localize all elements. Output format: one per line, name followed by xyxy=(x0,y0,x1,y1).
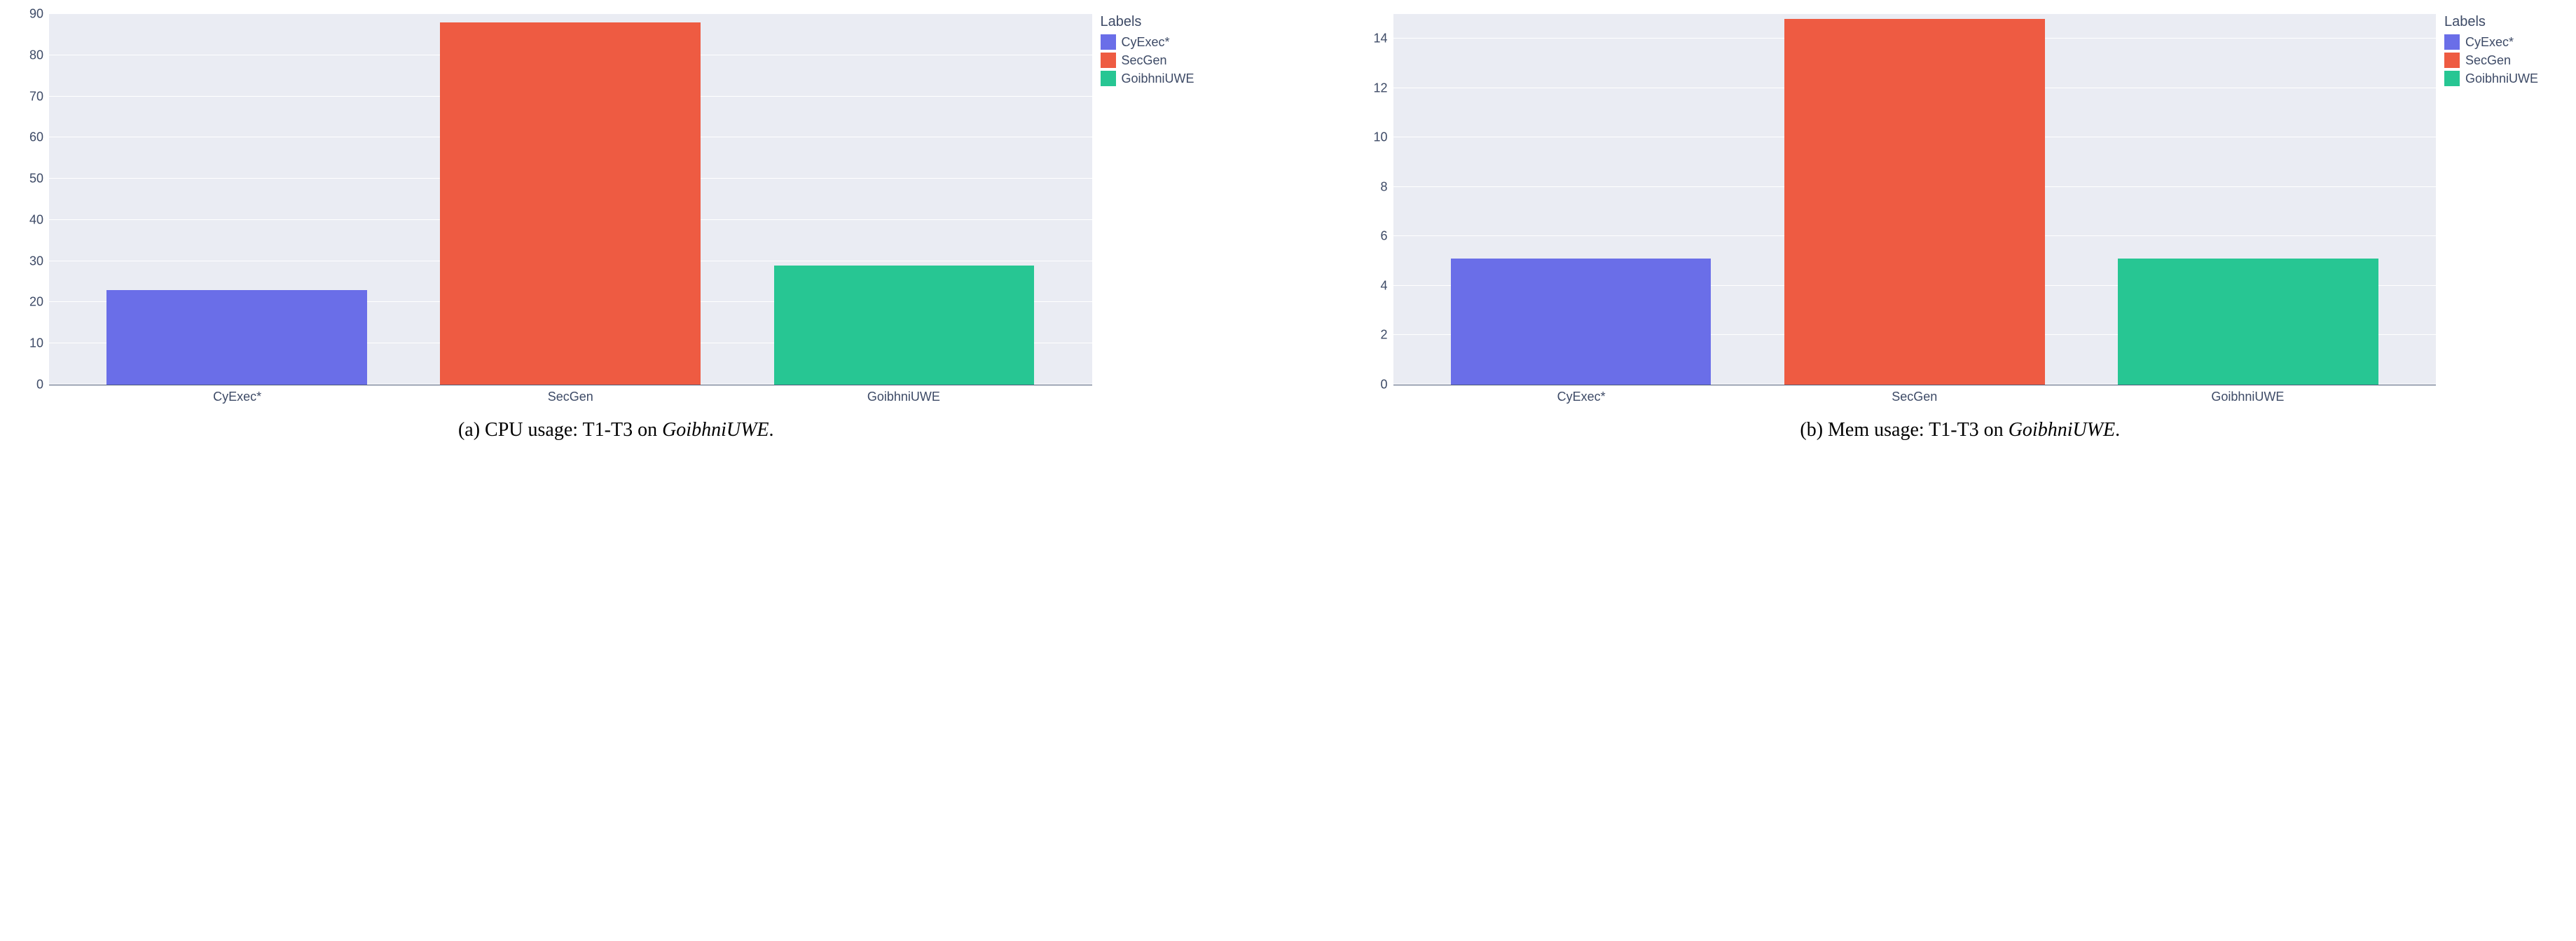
legend-item: CyExec* xyxy=(2444,34,2562,50)
legend-item: SecGen xyxy=(1101,53,1218,68)
xtick-label: GoibhniUWE xyxy=(2081,385,2415,406)
ytick-label: 10 xyxy=(14,336,43,351)
ytick-label: 6 xyxy=(1358,229,1388,244)
legend-swatch-icon xyxy=(2444,71,2460,86)
plot-mem: 02468101214 xyxy=(1393,14,2437,385)
ytick-label: 20 xyxy=(14,295,43,310)
xticks-cpu: CyExec*SecGenGoibhniUWE xyxy=(49,385,1092,406)
xtick-label: SecGen xyxy=(404,385,737,406)
panel-mem: 02468101214 CyExec*SecGenGoibhniUWE Labe… xyxy=(1358,14,2563,441)
bar-goibhniuwe xyxy=(2118,259,2378,385)
panel-cpu: 0102030405060708090 CyExec*SecGenGoibhni… xyxy=(14,14,1218,441)
bar-slot xyxy=(1748,14,2081,385)
legend-items-mem: CyExec* SecGen GoibhniUWE xyxy=(2444,34,2562,86)
bar-slot xyxy=(737,14,1070,385)
legend-title: Labels xyxy=(1101,14,1218,30)
ytick-label: 60 xyxy=(14,130,43,145)
legend-title: Labels xyxy=(2444,14,2562,30)
bar-slot xyxy=(1414,14,1747,385)
xtick-label: CyExec* xyxy=(1414,385,1748,406)
legend-swatch-icon xyxy=(2444,53,2460,68)
legend-label: GoibhniUWE xyxy=(2465,71,2538,86)
bar-cyexec xyxy=(106,290,367,385)
caption-mem-ital: GoibhniUWE xyxy=(2009,419,2115,441)
ytick-label: 8 xyxy=(1358,179,1388,194)
legend-item: GoibhniUWE xyxy=(1101,71,1218,86)
legend-label: CyExec* xyxy=(2465,35,2514,50)
bar-secgen xyxy=(1784,19,2045,385)
caption-cpu: (a) CPU usage: T1-T3 on GoibhniUWE. xyxy=(458,419,774,441)
legend-item: CyExec* xyxy=(1101,34,1218,50)
caption-mem-prefix: (b) Mem usage: T1-T3 on xyxy=(1800,419,2008,441)
legend-swatch-icon xyxy=(1101,53,1116,68)
caption-cpu-ital: GoibhniUWE xyxy=(662,419,769,441)
ytick-label: 14 xyxy=(1358,32,1388,46)
caption-mem: (b) Mem usage: T1-T3 on GoibhniUWE. xyxy=(1800,419,2120,441)
ytick-label: 2 xyxy=(1358,328,1388,343)
ytick-label: 40 xyxy=(14,212,43,227)
legend-label: SecGen xyxy=(2465,53,2511,68)
chart-area-cpu: 0102030405060708090 CyExec*SecGenGoibhni… xyxy=(14,14,1092,406)
legend-swatch-icon xyxy=(1101,34,1116,50)
ytick-label: 4 xyxy=(1358,278,1388,293)
ytick-label: 12 xyxy=(1358,81,1388,95)
plot-cpu: 0102030405060708090 xyxy=(49,14,1092,385)
legend-item: SecGen xyxy=(2444,53,2562,68)
bars-mem xyxy=(1393,14,2437,385)
xtick-label: SecGen xyxy=(1748,385,2081,406)
ytick-label: 10 xyxy=(1358,130,1388,145)
figure-row: 0102030405060708090 CyExec*SecGenGoibhni… xyxy=(14,14,2562,441)
legend-label: SecGen xyxy=(1122,53,1167,68)
legend-cpu: Labels CyExec* SecGen GoibhniUWE xyxy=(1092,14,1218,406)
legend-items-cpu: CyExec* SecGen GoibhniUWE xyxy=(1101,34,1218,86)
chart-area-mem: 02468101214 CyExec*SecGenGoibhniUWE xyxy=(1358,14,2437,406)
caption-cpu-prefix: (a) CPU usage: T1-T3 on xyxy=(458,419,662,441)
ytick-label: 50 xyxy=(14,172,43,186)
caption-cpu-suffix: . xyxy=(769,419,774,441)
ytick-label: 70 xyxy=(14,89,43,104)
bar-goibhniuwe xyxy=(774,266,1035,385)
legend-swatch-icon xyxy=(2444,34,2460,50)
legend-label: CyExec* xyxy=(1122,35,1170,50)
chart-wrap-mem: 02468101214 CyExec*SecGenGoibhniUWE Labe… xyxy=(1358,14,2563,406)
xticks-mem: CyExec*SecGenGoibhniUWE xyxy=(1393,385,2437,406)
xtick-label: GoibhniUWE xyxy=(737,385,1070,406)
ytick-label: 30 xyxy=(14,254,43,268)
legend-mem: Labels CyExec* SecGen GoibhniUWE xyxy=(2436,14,2562,406)
bar-secgen xyxy=(440,22,701,385)
ytick-label: 80 xyxy=(14,48,43,62)
bar-slot xyxy=(404,14,737,385)
xtick-label: CyExec* xyxy=(71,385,404,406)
legend-swatch-icon xyxy=(1101,71,1116,86)
bar-slot xyxy=(70,14,404,385)
ytick-label: 0 xyxy=(1358,378,1388,392)
caption-mem-suffix: . xyxy=(2115,419,2120,441)
legend-item: GoibhniUWE xyxy=(2444,71,2562,86)
bars-cpu xyxy=(49,14,1092,385)
ytick-label: 90 xyxy=(14,7,43,22)
chart-wrap-cpu: 0102030405060708090 CyExec*SecGenGoibhni… xyxy=(14,14,1218,406)
legend-label: GoibhniUWE xyxy=(1122,71,1194,86)
bar-cyexec xyxy=(1451,259,1711,385)
bar-slot xyxy=(2081,14,2415,385)
ytick-label: 0 xyxy=(14,378,43,392)
